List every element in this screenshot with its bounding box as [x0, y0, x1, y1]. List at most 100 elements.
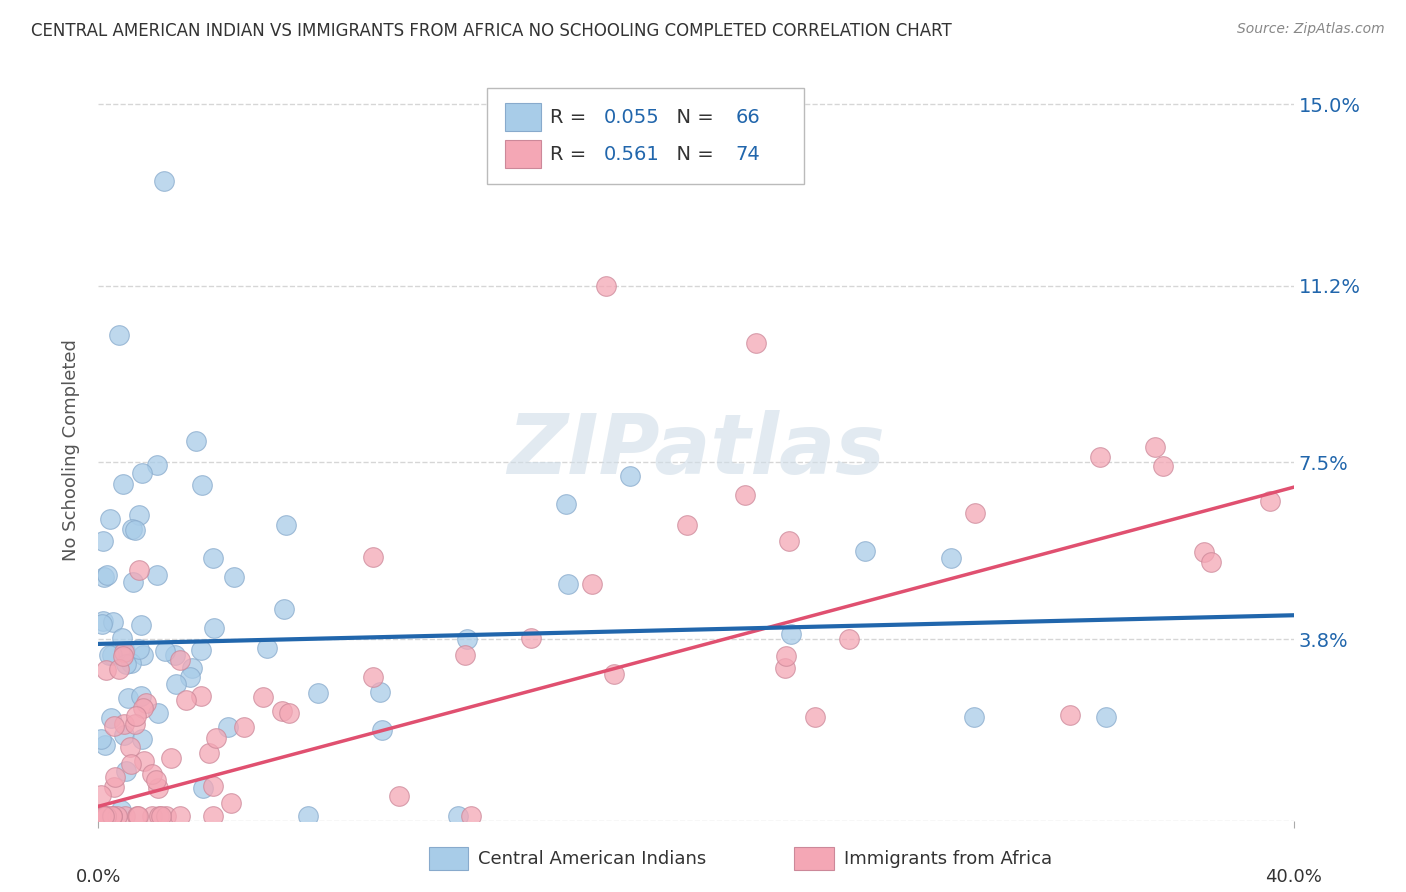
- Point: [962, 710, 984, 724]
- Point: [388, 789, 411, 803]
- Point: [125, 709, 148, 723]
- Point: [110, 803, 132, 817]
- Point: [132, 701, 155, 715]
- Point: [131, 731, 153, 746]
- Point: [111, 631, 134, 645]
- Point: [115, 657, 138, 671]
- Text: Immigrants from Africa: Immigrants from Africa: [844, 850, 1052, 868]
- Point: [128, 642, 150, 657]
- Point: [101, 809, 124, 823]
- Point: [174, 693, 197, 707]
- Point: [112, 645, 135, 659]
- Point: [595, 278, 617, 293]
- Point: [112, 728, 135, 742]
- Text: R =: R =: [550, 108, 593, 127]
- Point: [94, 663, 117, 677]
- Point: [114, 644, 136, 658]
- Point: [270, 704, 292, 718]
- Text: Source: ZipAtlas.com: Source: ZipAtlas.com: [1237, 22, 1385, 37]
- Text: 0.0%: 0.0%: [76, 869, 121, 887]
- Point: [94, 809, 117, 823]
- Point: [100, 711, 122, 725]
- Point: [155, 809, 177, 823]
- Text: 74: 74: [735, 145, 761, 164]
- Point: [307, 686, 329, 700]
- Point: [132, 648, 155, 662]
- Point: [90, 809, 112, 823]
- Point: [855, 544, 877, 558]
- Point: [456, 632, 478, 647]
- Text: 66: 66: [735, 108, 761, 127]
- Point: [205, 731, 228, 745]
- Point: [129, 617, 152, 632]
- Point: [105, 809, 128, 823]
- Point: [838, 632, 860, 646]
- Point: [114, 809, 136, 823]
- Point: [148, 809, 170, 823]
- Point: [252, 690, 274, 704]
- Point: [103, 719, 125, 733]
- Point: [179, 670, 201, 684]
- Point: [98, 512, 121, 526]
- FancyBboxPatch shape: [505, 103, 541, 131]
- Point: [201, 779, 224, 793]
- Y-axis label: No Schooling Completed: No Schooling Completed: [62, 340, 80, 561]
- Point: [297, 809, 319, 823]
- Point: [1152, 459, 1174, 474]
- Point: [127, 809, 149, 823]
- Point: [190, 642, 212, 657]
- Point: [145, 772, 167, 787]
- Point: [104, 770, 127, 784]
- Point: [93, 533, 115, 548]
- Point: [256, 640, 278, 655]
- Point: [221, 797, 243, 811]
- Point: [103, 780, 125, 795]
- Point: [93, 570, 115, 584]
- Point: [141, 809, 163, 823]
- Point: [1143, 441, 1166, 455]
- Point: [939, 551, 962, 566]
- Point: [93, 809, 115, 823]
- Point: [128, 508, 150, 522]
- Point: [581, 577, 603, 591]
- Point: [202, 809, 225, 823]
- Point: [603, 667, 626, 681]
- Point: [112, 477, 135, 491]
- FancyBboxPatch shape: [505, 140, 541, 169]
- Point: [90, 788, 112, 802]
- Point: [112, 648, 135, 663]
- Text: CENTRAL AMERICAN INDIAN VS IMMIGRANTS FROM AFRICA NO SCHOOLING COMPLETED CORRELA: CENTRAL AMERICAN INDIAN VS IMMIGRANTS FR…: [31, 22, 952, 40]
- Point: [804, 710, 827, 724]
- Point: [370, 685, 392, 699]
- Point: [460, 809, 482, 823]
- Text: 0.561: 0.561: [605, 145, 659, 164]
- Point: [619, 469, 641, 483]
- Point: [191, 478, 214, 492]
- Point: [1199, 555, 1222, 569]
- Text: R =: R =: [550, 145, 593, 164]
- Point: [121, 574, 143, 589]
- Point: [101, 615, 124, 629]
- Point: [141, 767, 163, 781]
- Point: [1088, 450, 1111, 464]
- Point: [222, 569, 245, 583]
- Point: [124, 523, 146, 537]
- Point: [153, 173, 176, 187]
- Point: [363, 549, 385, 564]
- Point: [165, 648, 187, 662]
- Point: [124, 717, 146, 731]
- Text: N =: N =: [664, 145, 720, 164]
- Point: [232, 720, 254, 734]
- Point: [131, 467, 153, 481]
- Point: [146, 458, 169, 472]
- Point: [190, 689, 212, 703]
- Point: [273, 601, 295, 615]
- Text: ZIPatlas: ZIPatlas: [508, 410, 884, 491]
- Point: [676, 517, 699, 532]
- Point: [778, 533, 800, 548]
- Point: [965, 506, 987, 520]
- Point: [135, 696, 157, 710]
- Point: [361, 670, 384, 684]
- Point: [115, 764, 138, 778]
- Text: 40.0%: 40.0%: [1265, 869, 1322, 887]
